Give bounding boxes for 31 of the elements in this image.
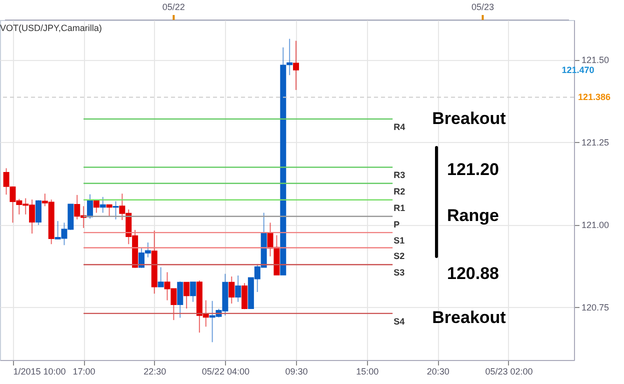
annotation: 120.88	[447, 264, 499, 283]
y-tick-label: 121.00	[582, 220, 610, 230]
x2-tick-label: 05/22	[162, 2, 185, 12]
y-tick-label: 121.50	[582, 55, 610, 66]
x-tick-label: 22:30	[144, 366, 166, 376]
x-tick-label: 20:30	[426, 366, 450, 376]
series-label: R3	[394, 170, 406, 180]
x-tick-label: 09:30	[285, 366, 308, 376]
series-label: R2	[394, 186, 406, 196]
annotation: 121.470	[562, 65, 594, 75]
ref-line-label: 121.386	[578, 92, 611, 102]
x-tick-label: 1/2015 10:00	[13, 366, 66, 376]
series-label: S3	[394, 268, 405, 278]
annotation: Range	[447, 206, 499, 225]
series-label: R1	[394, 202, 406, 213]
chart-title: VOT(USD/JPY,Camarilla)	[0, 23, 102, 33]
annotation: Breakout	[432, 109, 506, 128]
series-label: S1	[394, 236, 405, 246]
series-label: R4	[394, 122, 406, 132]
y-tick-label: 120.75	[582, 302, 610, 313]
x-tick-label: 15:00	[356, 366, 379, 376]
annotation: Breakout	[432, 308, 506, 327]
x-tick-label: 05/23 02:00	[485, 366, 533, 376]
series-label: P	[394, 219, 400, 230]
y-tick-label: 121.25	[582, 138, 610, 148]
x2-tick-label: 05/23	[471, 2, 494, 12]
x-tick-label: 17:00	[72, 366, 96, 376]
series-label: S4	[394, 316, 405, 326]
x-tick-label: 05/22 04:00	[202, 366, 250, 376]
series-label: S2	[394, 250, 405, 261]
annotation: 121.20	[447, 160, 499, 179]
